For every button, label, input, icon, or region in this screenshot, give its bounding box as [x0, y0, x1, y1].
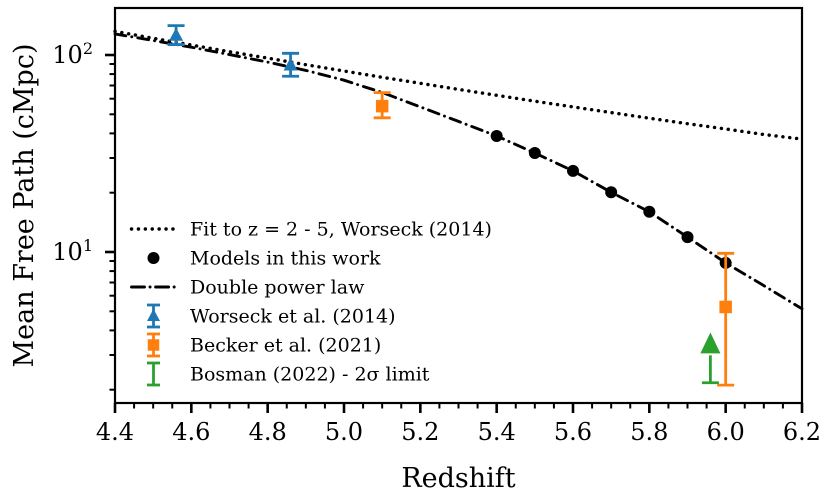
- x-tick-label: 5.8: [630, 418, 668, 446]
- x-tick-label: 6.2: [783, 418, 821, 446]
- model-points-point: [643, 205, 656, 218]
- y-tick-label: 102: [52, 39, 93, 69]
- legend-glyph-dot: [147, 252, 160, 264]
- x-tick-label: 6.0: [707, 418, 745, 446]
- y-tick-exponent: 1: [83, 236, 93, 255]
- legend-label: Becker et al. (2021): [190, 335, 381, 357]
- worseck2014-errorbars-marker: [283, 57, 298, 71]
- x-tick-label: 5.0: [325, 418, 363, 446]
- becker2021-errorbars-marker: [375, 99, 389, 113]
- legend-glyph-square: [147, 339, 160, 351]
- plot-area: 4.4 4.6 4.8 5.0 5.2 5.4 5.6 5.8 6.0 6.2 101 102 Fit …: [52, 6, 821, 446]
- becker2021-errorbars-marker: [719, 300, 732, 314]
- legend-label: Worseck et al. (2014): [190, 306, 396, 328]
- worseck2014-errorbars-marker: [169, 27, 184, 41]
- bosman2022-limit-arrowhead: [700, 332, 721, 354]
- legend-glyph-triangle: [147, 309, 160, 321]
- x-tick-label: 5.4: [478, 418, 516, 446]
- x-tick-label: 5.2: [401, 418, 439, 446]
- legend-label: Models in this work: [190, 248, 381, 270]
- x-tick-label: 5.6: [554, 418, 592, 446]
- x-axis-label: Redshift: [401, 463, 515, 494]
- x-tick-label: 4.6: [172, 418, 210, 446]
- legend-label: Bosman (2022) - 2σ limit: [190, 364, 430, 386]
- y-tick-exponent: 2: [83, 39, 93, 58]
- x-tick-label: 4.4: [96, 418, 134, 446]
- worseck-fit-line: [113, 29, 804, 141]
- double-power-law-line: [113, 32, 804, 311]
- y-tick-label: 101: [52, 236, 93, 266]
- y-axis-label: Mean Free Path (cMpc): [9, 44, 40, 368]
- legend-label: Fit to z = 2 - 5, Worseck (2014): [190, 219, 492, 241]
- legend-label: Double power law: [190, 277, 365, 299]
- x-tick-label: 4.8: [249, 418, 287, 446]
